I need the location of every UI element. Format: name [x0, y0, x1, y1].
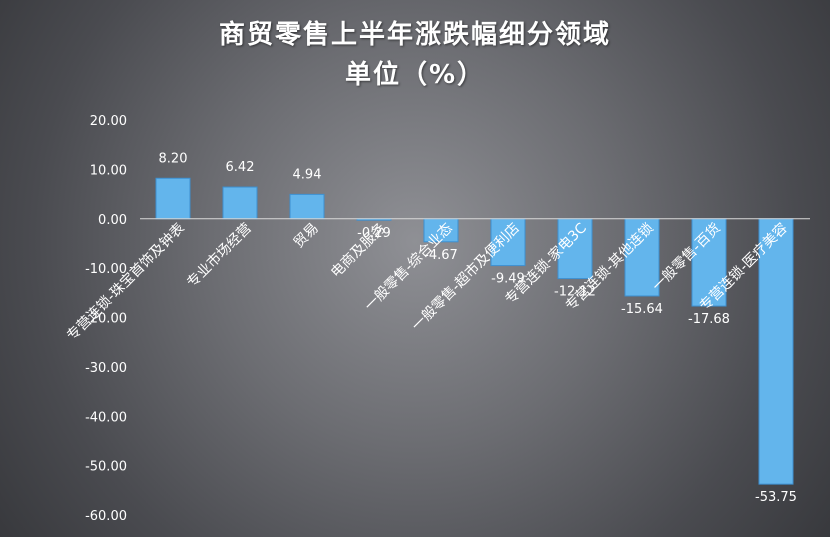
- bar: [691, 218, 727, 307]
- data-label: -0.29: [357, 226, 391, 241]
- data-label: -53.75: [755, 490, 797, 505]
- bar: [624, 218, 660, 297]
- data-label: -4.67: [424, 248, 458, 263]
- y-tick-label: 10.00: [90, 163, 127, 178]
- data-label: -15.64: [621, 302, 663, 317]
- bar: [289, 193, 325, 220]
- data-label: 8.20: [159, 151, 188, 166]
- data-label: -17.68: [688, 312, 730, 327]
- y-tick-label: 0.00: [98, 213, 127, 228]
- chart-title: 商贸零售上半年涨跌幅细分领域: [218, 20, 611, 50]
- bar: [222, 186, 258, 220]
- y-tick-label: -20.00: [85, 312, 127, 327]
- bar: [490, 218, 526, 267]
- data-label: 6.42: [226, 160, 255, 175]
- y-tick-label: 20.00: [90, 114, 127, 129]
- data-label: -9.49: [491, 272, 525, 287]
- bar: [758, 218, 794, 485]
- data-label: 4.94: [293, 167, 322, 182]
- chart-subtitle: 单位（%）: [344, 60, 486, 90]
- data-label: -12.12: [554, 285, 596, 300]
- y-tick-label: -10.00: [85, 262, 127, 277]
- y-tick-label: -50.00: [85, 460, 127, 475]
- bar: [155, 177, 191, 220]
- bar: [557, 218, 593, 280]
- y-tick-label: -30.00: [85, 361, 127, 376]
- y-tick-label: -40.00: [85, 410, 127, 425]
- y-tick-label: -60.00: [85, 509, 127, 524]
- category-label: 专业市场经营: [183, 220, 254, 291]
- category-label: 贸易: [291, 220, 322, 251]
